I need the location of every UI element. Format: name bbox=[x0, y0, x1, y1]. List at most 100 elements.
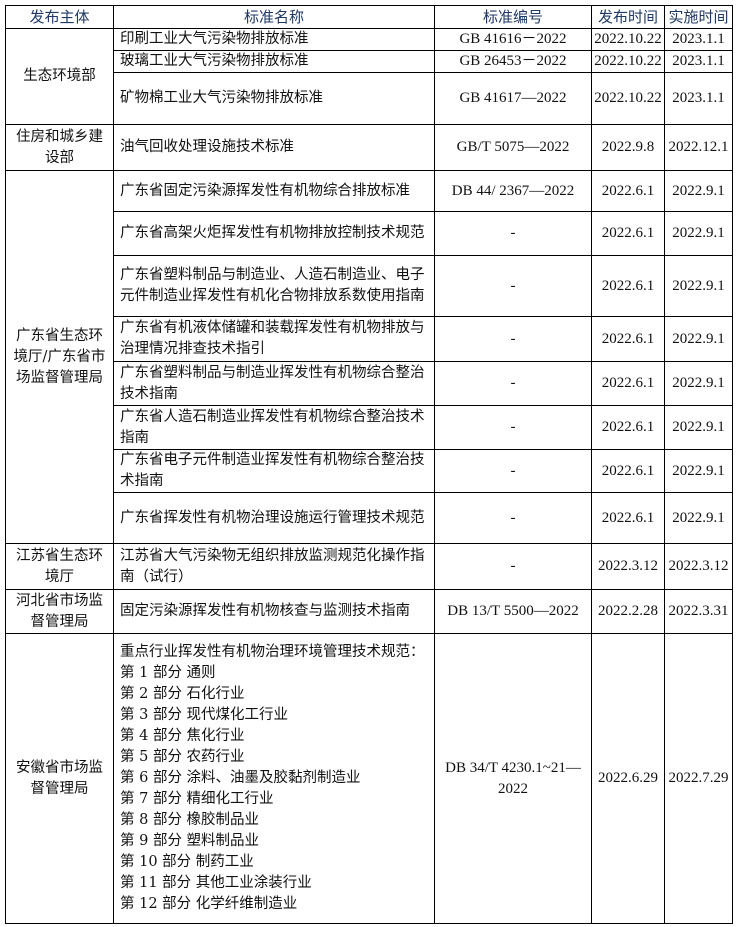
standard-code: - bbox=[434, 316, 592, 362]
standard-part: 第 8 部分 橡胶制品业 bbox=[120, 812, 260, 828]
table-row: 住房和城乡建设部 油气回收处理设施技术标准 GB/T 5075—2022 2022.9… bbox=[5, 124, 733, 171]
standard-name: 广东省塑料制品与制造业挥发性有机物综合整治技术指南 bbox=[113, 361, 435, 406]
standard-name: 矿物棉工业大气污染物排放标准 bbox=[113, 72, 435, 125]
agency-cell: 安徽省市场监督管理局 bbox=[5, 633, 114, 924]
standard-name: 固定污染源挥发性有机物核查与监测技术指南 bbox=[113, 589, 435, 634]
table-row: 广东省有机液体储罐和装载挥发性有机物排放与治理情况排查技术指引 -2022.6.1… bbox=[6, 316, 733, 362]
publish-date: 2022.6.1 bbox=[591, 492, 665, 544]
standard-name: 广东省有机液体储罐和装载挥发性有机物排放与治理情况排查技术指引 bbox=[113, 316, 435, 362]
standard-name: 印刷工业大气污染物排放标准 bbox=[113, 28, 435, 51]
standard-name: 广东省人造石制造业挥发性有机物综合整治技术指南 bbox=[113, 405, 435, 450]
publish-date: 2022.6.1 bbox=[591, 211, 665, 256]
implement-date: 2022.9.1 bbox=[664, 361, 733, 406]
publish-date: 2022.6.1 bbox=[591, 449, 665, 493]
implement-date: 2022.3.12 bbox=[664, 543, 733, 590]
standard-part: 第 12 部分 化学纤维制造业 bbox=[120, 896, 298, 912]
standard-name: 广东省挥发性有机物治理设施运行管理技术规范 bbox=[113, 492, 435, 544]
implement-date: 2023.1.1 bbox=[664, 50, 733, 73]
table-row: 广东省塑料制品与制造业、人造石制造业、电子元件制造业挥发性有机化合物排放系数使用… bbox=[6, 255, 733, 317]
standard-code: GB/T 5075—2022 bbox=[434, 124, 592, 171]
standard-code: DB 13/T 5500—2022 bbox=[434, 589, 592, 634]
agency-cell: 生态环境部 bbox=[5, 28, 114, 125]
header-impl-date: 实施时间 bbox=[664, 5, 733, 29]
table-row: 广东省生态环境厅/广东省市场监督管理局 广东省固定污染源挥发性有机物综合排放标准 D… bbox=[5, 170, 733, 544]
header-code: 标准编号 bbox=[434, 5, 592, 29]
publish-date: 2022.10.22 bbox=[591, 72, 665, 125]
table-row: 河北省市场监督管理局 固定污染源挥发性有机物核查与监测技术指南 DB 13/T 55… bbox=[5, 589, 733, 634]
standard-code: - bbox=[434, 449, 592, 493]
header-agency: 发布主体 bbox=[5, 5, 114, 29]
standard-part: 第 6 部分 涂料、油墨及胶黏剂制造业 bbox=[120, 770, 361, 786]
standard-code: GB 41617—2022 bbox=[434, 72, 592, 125]
agency-cell: 住房和城乡建设部 bbox=[5, 124, 114, 171]
table-row: 广东省高架火炬挥发性有机物排放控制技术规范 -2022.6.1 2022.9.1 bbox=[6, 211, 733, 256]
implement-date: 2022.9.1 bbox=[664, 405, 733, 450]
standard-code: - bbox=[434, 361, 592, 406]
standard-code: - bbox=[434, 255, 592, 317]
agency-cell: 河北省市场监督管理局 bbox=[5, 589, 114, 634]
table-row: 广东省塑料制品与制造业挥发性有机物综合整治技术指南 -2022.6.1 2022.9… bbox=[6, 361, 733, 406]
standard-code: - bbox=[434, 543, 592, 590]
standard-part: 第 9 部分 塑料制品业 bbox=[120, 833, 260, 849]
implement-date: 2023.1.1 bbox=[664, 28, 733, 51]
table-row: 安徽省市场监督管理局 重点行业挥发性有机物治理环境管理技术规范： 第 1 部分 通则… bbox=[5, 633, 733, 924]
standard-name: 广东省高架火炬挥发性有机物排放控制技术规范 bbox=[113, 211, 435, 256]
header-row: 发布主体 标准名称 标准编号 发布时间 实施时间 bbox=[5, 5, 733, 29]
standard-code: DB 34/T 4230.1~21—2022 bbox=[434, 633, 592, 924]
standard-part: 第 5 部分 农药行业 bbox=[120, 749, 245, 765]
implement-date: 2022.9.1 bbox=[664, 211, 733, 256]
implement-date: 2022.9.1 bbox=[664, 316, 733, 362]
implement-date: 2023.1.1 bbox=[664, 72, 733, 125]
standard-part: 第 4 部分 焦化行业 bbox=[120, 728, 245, 744]
standard-part: 第 2 部分 石化行业 bbox=[120, 686, 245, 702]
table-row: 广东省挥发性有机物治理设施运行管理技术规范 -2022.6.1 2022.9.1 bbox=[6, 492, 733, 544]
standards-table: 发布主体 标准名称 标准编号 发布时间 实施时间 生态环境部 印刷工业大气污染物排… bbox=[5, 5, 733, 924]
standard-part: 第 11 部分 其他工业涂装行业 bbox=[120, 875, 312, 891]
standard-part: 第 3 部分 现代煤化工行业 bbox=[120, 707, 289, 723]
implement-date: 2022.12.1 bbox=[664, 124, 733, 171]
header-name: 标准名称 bbox=[113, 5, 435, 29]
standard-name: 广东省电子元件制造业挥发性有机物综合整治技术指南 bbox=[113, 449, 435, 493]
standard-code: - bbox=[434, 492, 592, 544]
publish-date: 2022.6.1 bbox=[591, 405, 665, 450]
publish-date: 2022.6.1 bbox=[591, 361, 665, 406]
header-pub-date: 发布时间 bbox=[591, 5, 665, 29]
publish-date: 2022.6.1 bbox=[591, 316, 665, 362]
implement-date: 2022.9.1 bbox=[664, 170, 733, 212]
publish-date: 2022.10.22 bbox=[591, 28, 665, 51]
standard-name: 重点行业挥发性有机物治理环境管理技术规范： bbox=[120, 644, 425, 660]
table-row: 广东省人造石制造业挥发性有机物综合整治技术指南 -2022.6.1 2022.9.1 bbox=[6, 405, 733, 450]
table-row: 矿物棉工业大气污染物排放标准 GB 41617—2022 2022.10.22 202… bbox=[6, 72, 733, 125]
publish-date: 2022.2.28 bbox=[591, 589, 665, 634]
standard-part: 第 10 部分 制药工业 bbox=[120, 854, 254, 870]
standard-code: GB 41616－2022 bbox=[434, 28, 592, 51]
implement-date: 2022.7.29 bbox=[664, 633, 733, 924]
standard-code: - bbox=[434, 405, 592, 450]
implement-date: 2022.9.1 bbox=[664, 449, 733, 493]
standard-code: DB 44/ 2367—2022 bbox=[434, 170, 592, 212]
table-row: 生态环境部 印刷工业大气污染物排放标准 GB 41616－2022 2022.10.2… bbox=[5, 28, 733, 125]
agency-cell: 广东省生态环境厅/广东省市场监督管理局 bbox=[5, 170, 114, 544]
table-row: 玻璃工业大气污染物排放标准 GB 26453－2022 2022.10.22 2023… bbox=[6, 50, 733, 73]
implement-date: 2022.9.1 bbox=[664, 255, 733, 317]
table-row: 江苏省生态环境厅 江苏省大气污染物无组织排放监测规范化操作指南（试行） -2022.… bbox=[5, 543, 733, 590]
publish-date: 2022.3.12 bbox=[591, 543, 665, 590]
standard-name: 广东省固定污染源挥发性有机物综合排放标准 bbox=[113, 170, 435, 212]
implement-date: 2022.9.1 bbox=[664, 492, 733, 544]
standard-part: 第 1 部分 通则 bbox=[120, 665, 216, 681]
publish-date: 2022.9.8 bbox=[591, 124, 665, 171]
publish-date: 2022.6.1 bbox=[591, 170, 665, 212]
standard-code: - bbox=[434, 211, 592, 256]
publish-date: 2022.6.1 bbox=[591, 255, 665, 317]
standard-name: 油气回收处理设施技术标准 bbox=[113, 124, 435, 171]
table-row: 广东省电子元件制造业挥发性有机物综合整治技术指南 -2022.6.1 2022.9.… bbox=[6, 449, 733, 493]
standard-name-cell: 重点行业挥发性有机物治理环境管理技术规范： 第 1 部分 通则第 2 部分 石化行… bbox=[113, 633, 435, 924]
standard-part: 第 7 部分 精细化工行业 bbox=[120, 791, 274, 807]
standard-name: 广东省塑料制品与制造业、人造石制造业、电子元件制造业挥发性有机化合物排放系数使用… bbox=[113, 255, 435, 317]
publish-date: 2022.6.29 bbox=[591, 633, 665, 924]
standard-name: 玻璃工业大气污染物排放标准 bbox=[113, 50, 435, 73]
publish-date: 2022.10.22 bbox=[591, 50, 665, 73]
standard-name: 江苏省大气污染物无组织排放监测规范化操作指南（试行） bbox=[113, 543, 435, 590]
agency-cell: 江苏省生态环境厅 bbox=[5, 543, 114, 590]
standard-code: GB 26453－2022 bbox=[434, 50, 592, 73]
